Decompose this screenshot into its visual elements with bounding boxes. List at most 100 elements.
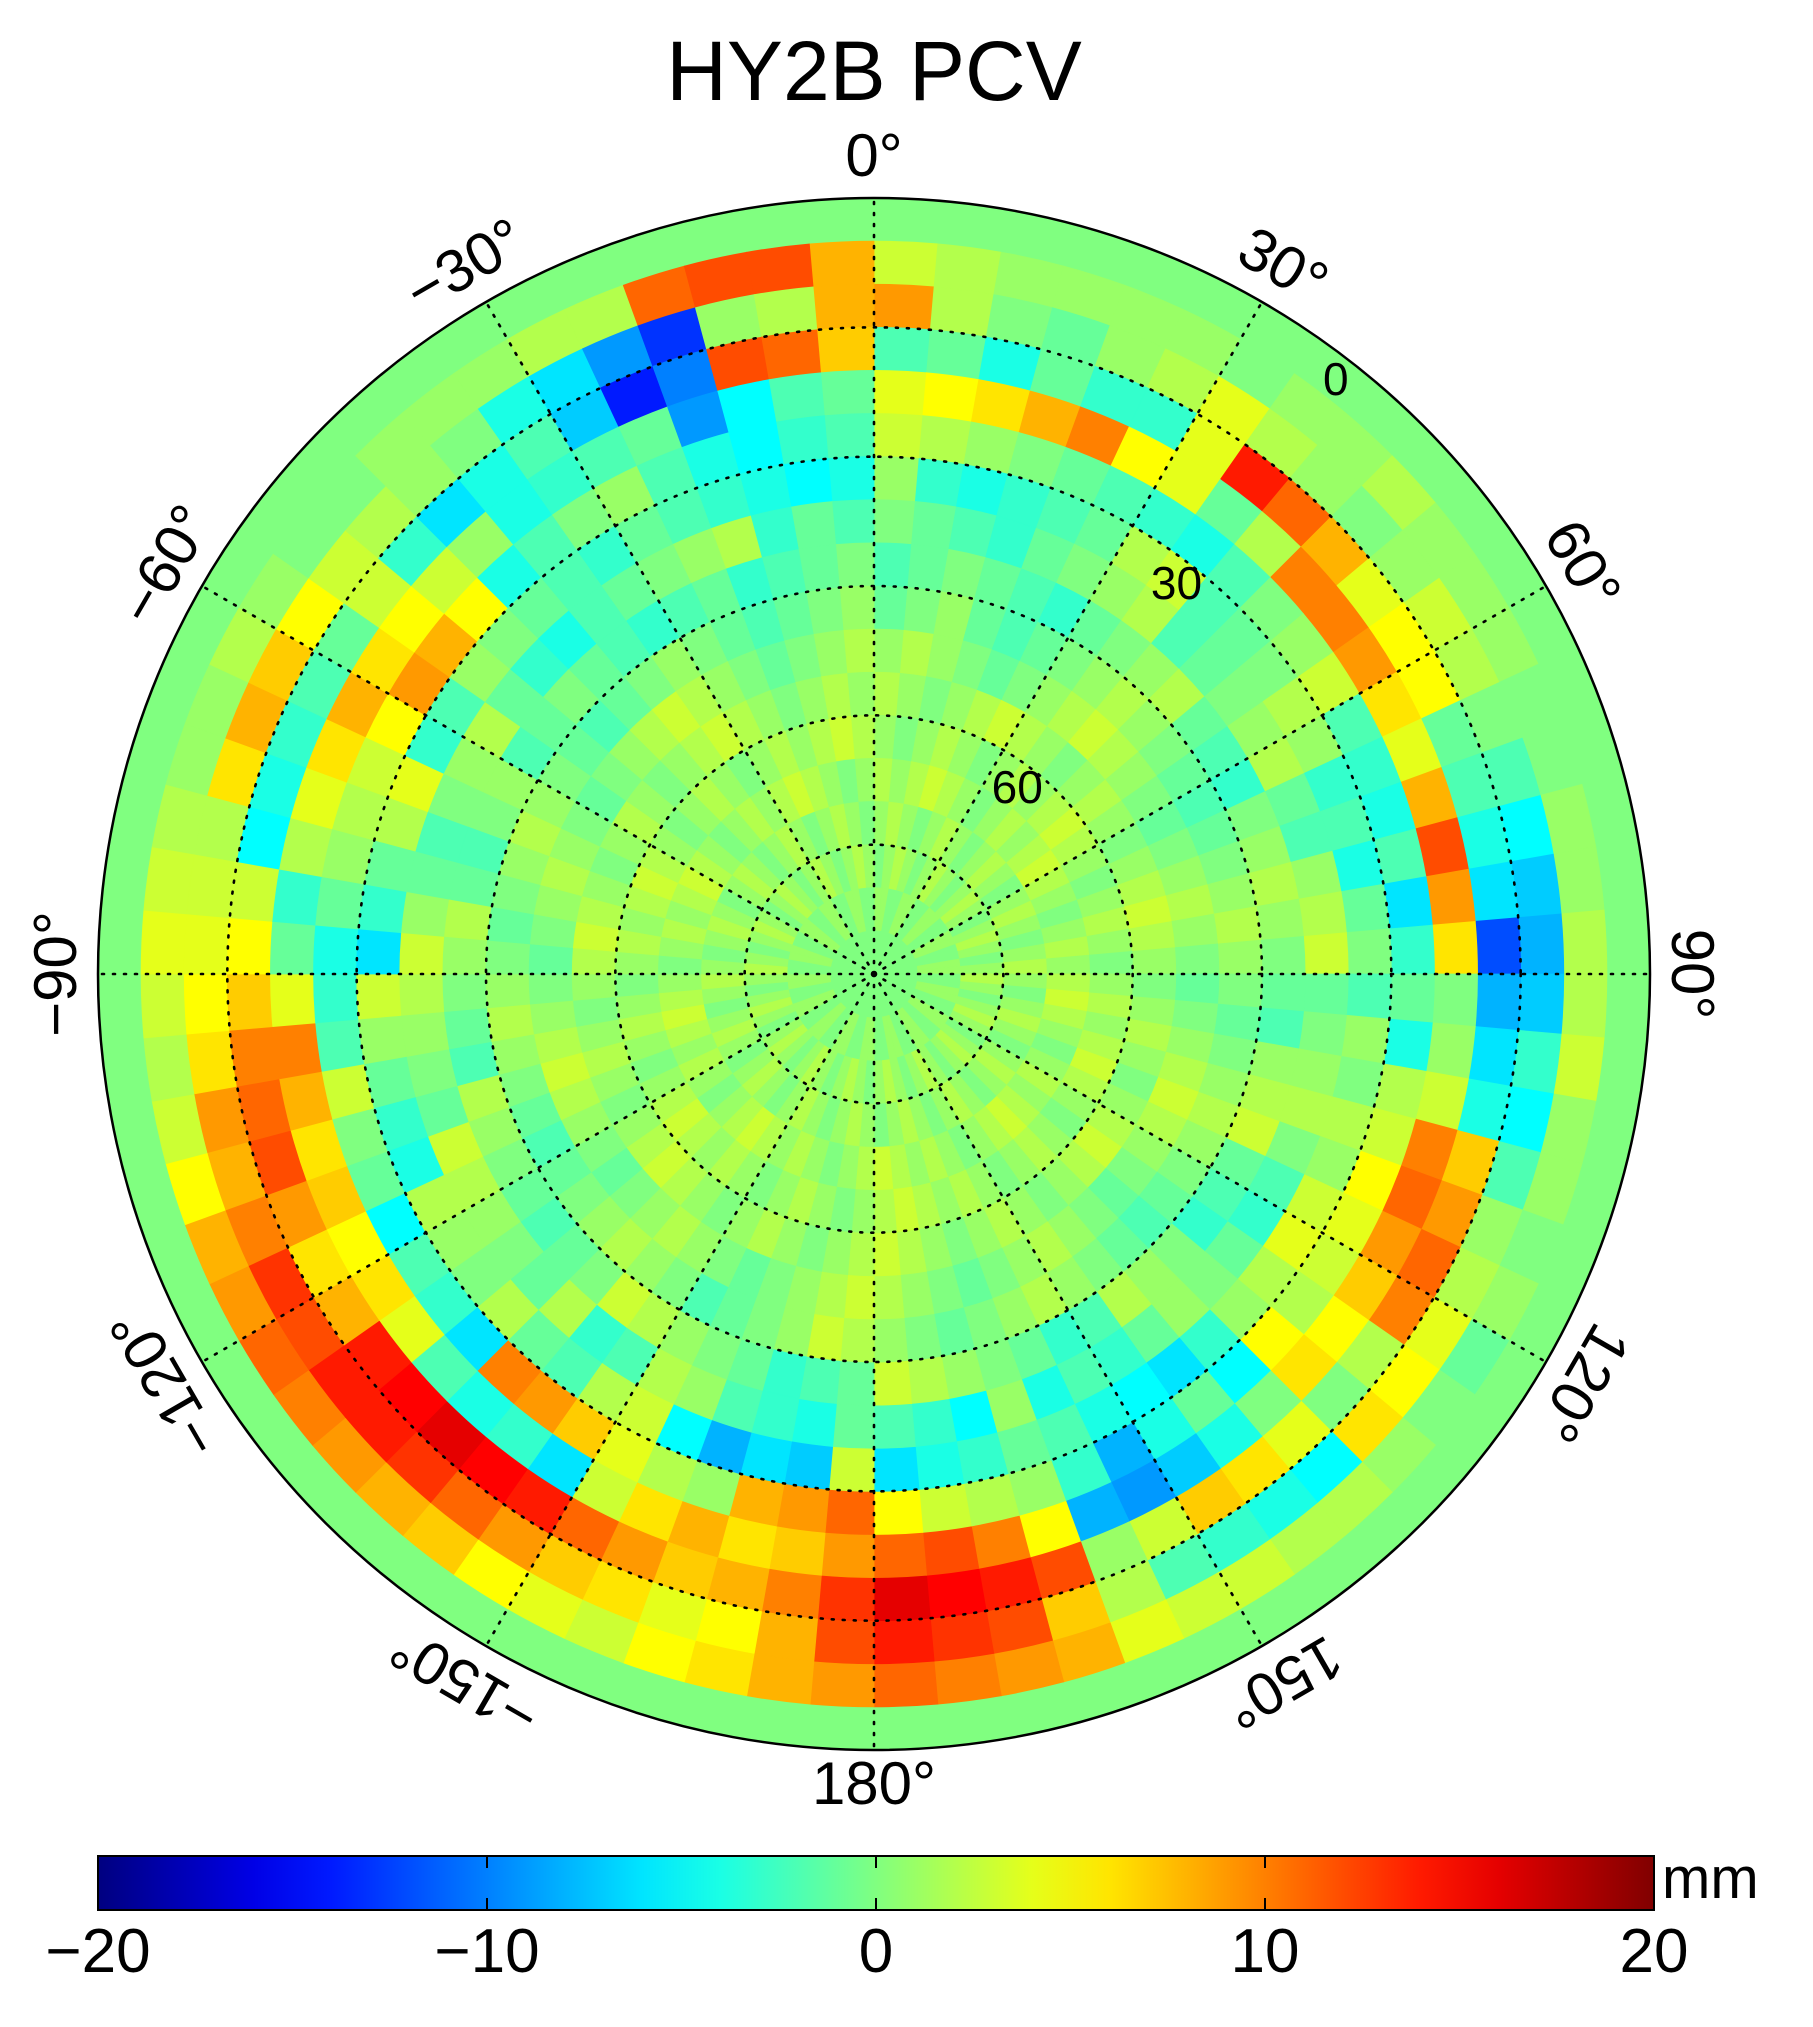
heatmap-cell: [783, 1440, 834, 1490]
heatmap-cell: [753, 1610, 819, 1662]
azimuth-tick-label: 90°: [1659, 929, 1726, 1020]
heatmap-cell: [143, 1033, 196, 1102]
heatmap-cell: [1425, 1022, 1476, 1080]
heatmap-cell: [1340, 1014, 1390, 1065]
heatmap-cell: [571, 973, 617, 1001]
heatmap-cell: [401, 1011, 450, 1057]
heatmap-cell: [1552, 846, 1605, 915]
elevation-gridline: [614, 714, 1134, 1234]
heatmap-cell: [746, 1652, 815, 1705]
heatmap-cell: [356, 928, 403, 975]
heatmap-cell: [805, 1703, 875, 1751]
heatmap-cell: [1383, 1018, 1433, 1072]
heatmap-cell: [315, 1018, 365, 1072]
heatmap-cell: [839, 1317, 875, 1363]
heatmap-cell: [911, 1398, 957, 1447]
heatmap-cell: [1303, 973, 1349, 1016]
heatmap-cell: [847, 1231, 875, 1277]
heatmap-cell: [1467, 1026, 1519, 1087]
heatmap-cell: [97, 973, 145, 1043]
heatmap-cell: [140, 909, 188, 975]
heatmap-cell: [873, 326, 931, 374]
heatmap-cell: [571, 947, 617, 975]
heatmap-cell: [1431, 920, 1478, 975]
elevation-tick-label: 30: [1151, 557, 1202, 609]
heatmap-cell: [1517, 913, 1565, 975]
heatmap-cell: [873, 1488, 924, 1535]
heatmap-cell: [442, 935, 488, 975]
elevation-tick-label: 0: [1323, 353, 1349, 405]
heatmap-cell: [832, 1403, 875, 1449]
heatmap-cell: [828, 1445, 875, 1492]
chart-title: HY2B PCV: [666, 24, 1082, 118]
heatmap-cell: [824, 1488, 875, 1535]
heatmap-cell: [1431, 973, 1478, 1028]
heatmap-cell: [922, 1525, 980, 1576]
heatmap-cell: [922, 372, 980, 423]
heatmap-cell: [313, 973, 360, 1024]
heatmap-cell: [140, 973, 188, 1039]
azimuth-tick-label: −90°: [22, 911, 89, 1037]
heatmap-cell: [873, 1617, 935, 1665]
heatmap-cell: [1425, 868, 1476, 926]
heatmap-cell: [1340, 883, 1390, 934]
heatmap-cell: [820, 370, 875, 417]
plot-boundary: [96, 196, 1652, 1752]
heatmap-cell: [1560, 909, 1608, 975]
heatmap-cell: [813, 1617, 875, 1665]
heatmap-cell: [1255, 898, 1304, 941]
azimuth-gridline: [872, 972, 1548, 1364]
heatmap-cell: [183, 913, 231, 975]
colorbar-tick-label: 0: [859, 1917, 893, 1986]
heatmap-cell: [1467, 861, 1519, 922]
heatmap-cell: [798, 544, 841, 593]
heatmap-cell: [873, 628, 905, 674]
elevation-tick-label: 60: [992, 761, 1043, 813]
heatmap-cell: [873, 1574, 931, 1622]
heatmap-cell: [270, 973, 317, 1028]
azimuth-tick-label: 180°: [812, 1750, 936, 1817]
heatmap-cell: [761, 329, 822, 381]
heatmap-cell: [401, 891, 450, 937]
heatmap-cell: [824, 413, 875, 460]
heatmap-cell: [485, 973, 531, 1009]
heatmap-cell: [835, 1360, 875, 1406]
heatmap-cell: [820, 1531, 875, 1578]
heatmap-cell: [873, 671, 901, 717]
heatmap-cell: [1345, 928, 1392, 975]
heatmap-cell: [832, 499, 875, 545]
heatmap-cell: [399, 932, 445, 975]
heatmap-cell: [873, 1317, 909, 1363]
heatmap-cell: [1474, 917, 1522, 975]
heatmap-cell: [918, 415, 972, 465]
heatmap-cell: [873, 1188, 897, 1234]
heatmap-cell: [1517, 973, 1565, 1035]
heatmap-cell: [873, 197, 943, 245]
heatmap-cell: [1217, 973, 1263, 1009]
heatmap-cell: [843, 628, 875, 674]
heatmap-cell: [911, 501, 957, 550]
heatmap-cell: [1045, 954, 1090, 975]
heatmap-cell: [768, 1525, 826, 1576]
elevation-gridline: [743, 843, 1005, 1105]
heatmap-cell: [183, 973, 231, 1035]
heatmap-cell: [791, 501, 837, 550]
heatmap-cell: [873, 1703, 943, 1751]
heatmap-cell: [356, 973, 403, 1020]
heatmap-cell: [907, 1355, 950, 1404]
elevation-labels: 0 30 60: [992, 353, 1349, 813]
heatmap-cell: [1298, 1011, 1347, 1057]
colorbar: −20 −10 0 10 20 mm: [45, 1846, 1758, 1986]
heatmap-cell: [776, 415, 830, 465]
heatmap-cell: [229, 861, 281, 922]
heatmap-cell: [761, 1567, 822, 1619]
heatmap-cell: [1131, 947, 1177, 975]
heatmap-cell: [926, 1567, 987, 1619]
heatmap-cell: [805, 197, 875, 245]
heatmap-cell: [358, 1014, 408, 1065]
azimuth-tick-label: 0°: [845, 122, 902, 189]
heatmap-cell: [143, 846, 196, 915]
heatmap-cell: [485, 939, 531, 975]
heatmap-cell: [358, 883, 408, 934]
